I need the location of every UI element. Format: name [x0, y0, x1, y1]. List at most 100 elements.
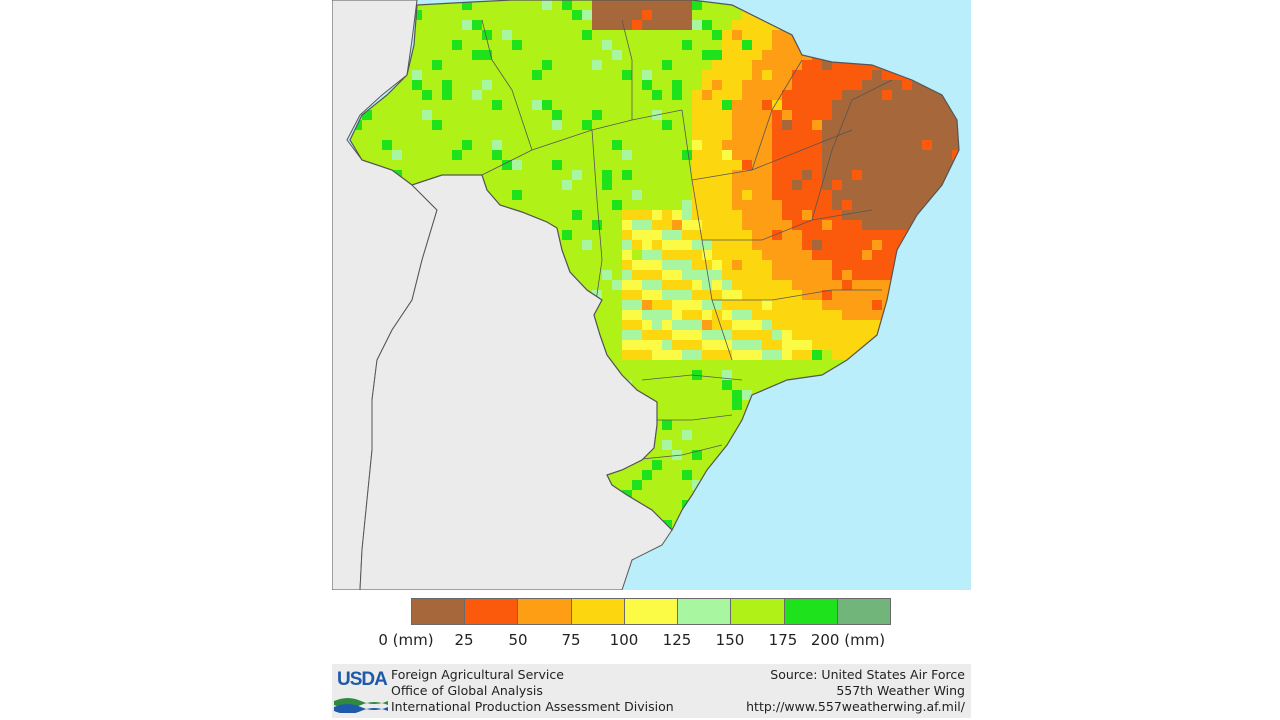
- raster-cell: [722, 120, 732, 130]
- raster-cell: [912, 130, 922, 140]
- raster-cell: [742, 270, 752, 280]
- raster-cell: [682, 280, 692, 290]
- raster-cell: [852, 160, 862, 170]
- raster-cell: [472, 20, 482, 30]
- raster-cell: [932, 320, 942, 330]
- raster-cell: [852, 80, 862, 90]
- raster-cell: [892, 80, 902, 90]
- usda-logo: USDA: [334, 669, 388, 713]
- raster-cell: [892, 160, 902, 170]
- raster-cell: [832, 170, 842, 180]
- raster-cell: [772, 190, 782, 200]
- legend-color-bar: [411, 598, 891, 625]
- raster-cell: [932, 250, 942, 260]
- raster-cell: [832, 200, 842, 210]
- raster-cell: [712, 540, 722, 550]
- raster-cell: [632, 220, 642, 230]
- raster-cell: [912, 280, 922, 290]
- raster-cell: [902, 280, 912, 290]
- raster-cell: [922, 120, 932, 130]
- raster-cell: [932, 170, 942, 180]
- raster-cell: [722, 80, 732, 90]
- raster-cell: [902, 340, 912, 350]
- raster-cell: [702, 560, 712, 570]
- raster-cell: [752, 260, 762, 270]
- raster-cell: [852, 150, 862, 160]
- raster-cell: [692, 110, 702, 120]
- raster-cell: [682, 350, 692, 360]
- raster-cell: [672, 350, 682, 360]
- raster-cell: [722, 370, 732, 380]
- raster-cell: [512, 160, 522, 170]
- raster-cell: [762, 140, 772, 150]
- raster-cell: [712, 240, 722, 250]
- raster-cell: [672, 320, 682, 330]
- raster-cell: [892, 190, 902, 200]
- raster-cell: [872, 160, 882, 170]
- raster-cell: [902, 320, 912, 330]
- raster-cell: [872, 90, 882, 100]
- raster-cell: [482, 50, 492, 60]
- raster-cell: [782, 160, 792, 170]
- raster-cell: [552, 120, 562, 130]
- raster-cell: [952, 140, 959, 150]
- raster-cell: [732, 90, 742, 100]
- raster-cell: [752, 230, 762, 240]
- raster-cell: [862, 160, 872, 170]
- source-link[interactable]: http://www.557weatherwing.af.mil/: [746, 699, 965, 714]
- raster-cell: [832, 350, 842, 360]
- raster-cell: [882, 180, 892, 190]
- raster-cell: [622, 170, 632, 180]
- raster-cell: [752, 50, 762, 60]
- raster-cell: [672, 300, 682, 310]
- raster-cell: [762, 530, 772, 540]
- raster-cell: [742, 230, 752, 240]
- raster-cell: [612, 50, 622, 60]
- raster-cell: [652, 20, 662, 30]
- raster-cell: [832, 10, 842, 20]
- raster-cell: [852, 120, 862, 130]
- raster-cell: [792, 20, 802, 30]
- raster-cell: [642, 0, 652, 10]
- raster-cell: [832, 320, 842, 330]
- raster-cell: [772, 460, 782, 470]
- raster-cell: [962, 320, 971, 330]
- raster-cell: [912, 20, 922, 30]
- raster-cell: [722, 190, 732, 200]
- raster-cell: [642, 80, 652, 90]
- raster-cell: [962, 260, 971, 270]
- raster-cell: [912, 140, 922, 150]
- raster-cell: [792, 50, 802, 60]
- raster-cell: [892, 420, 902, 430]
- raster-cell: [752, 240, 762, 250]
- raster-cell: [382, 140, 392, 150]
- raster-cell: [832, 290, 842, 300]
- raster-cell: [732, 110, 742, 120]
- raster-cell: [912, 290, 922, 300]
- raster-cell: [912, 190, 922, 200]
- raster-cell: [622, 150, 632, 160]
- raster-cell: [752, 190, 762, 200]
- raster-cell: [762, 350, 772, 360]
- raster-cell: [712, 120, 722, 130]
- raster-cell: [622, 10, 632, 20]
- raster-cell: [752, 0, 762, 10]
- raster-cell: [642, 300, 652, 310]
- raster-cell: [932, 60, 942, 70]
- raster-cell: [832, 230, 842, 240]
- raster-cell: [852, 310, 862, 320]
- raster-cell: [802, 390, 812, 400]
- legend-label: 75: [561, 631, 581, 649]
- raster-cell: [932, 240, 942, 250]
- raster-cell: [812, 20, 822, 30]
- raster-cell: [702, 110, 712, 120]
- raster-cell: [612, 280, 622, 290]
- raster-cell: [702, 80, 712, 90]
- raster-cell: [932, 300, 942, 310]
- raster-cell: [832, 250, 842, 260]
- raster-cell: [732, 70, 742, 80]
- raster-cell: [942, 80, 952, 90]
- raster-cell: [802, 440, 812, 450]
- raster-cell: [742, 170, 752, 180]
- raster-cell: [712, 30, 722, 40]
